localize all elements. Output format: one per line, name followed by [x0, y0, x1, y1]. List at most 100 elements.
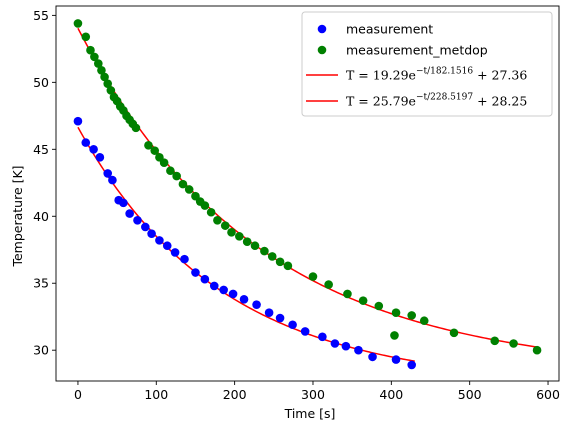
measurement-point [200, 274, 210, 284]
measurement-metdop-point [324, 280, 333, 289]
measurement-metdop-point [509, 339, 518, 348]
legend-box [301, 11, 553, 117]
x-tick-label: 100 [144, 387, 168, 402]
measurement-metdop-point [235, 232, 244, 241]
measurement-point [147, 229, 156, 238]
measurement-point [275, 313, 285, 323]
measurement-metdop-point [374, 301, 384, 311]
measurement-point [141, 222, 150, 232]
measurement-metdop-point [90, 52, 99, 62]
measurement-point [81, 138, 91, 147]
measurement-metdop-point [242, 237, 252, 247]
measurement-metdop-point [260, 246, 269, 256]
x-tick-label: 300 [301, 387, 325, 402]
measurement-point [252, 300, 261, 309]
measurement-metdop-point [390, 331, 399, 340]
measurement-metdop-point [213, 215, 222, 225]
measurement-metdop-point [449, 328, 459, 338]
measurement-point [108, 175, 117, 185]
measurement-metdop-point [172, 171, 181, 181]
measurement-metdop-point [97, 65, 106, 75]
measurement-metdop-point [220, 221, 230, 230]
axes: 0 100 200 300 400 500 600 30 35 40 45 50 55 [33, 5, 560, 402]
x-tick-label: 500 [458, 387, 482, 402]
y-tick-label: 55 [33, 8, 49, 23]
data-points [73, 19, 542, 370]
measurement-metdop-point [166, 166, 175, 176]
x-axis-label: Time [s] [284, 406, 336, 421]
y-tick-label: 50 [33, 75, 49, 90]
measurement-point [133, 215, 142, 225]
measurement-metdop-point [391, 308, 401, 318]
measurement-metdop-point [150, 146, 160, 155]
measurement-metdop-point [94, 59, 103, 68]
measurement-point [341, 341, 351, 351]
y-tick-label: 30 [33, 343, 49, 358]
measurement-point [239, 295, 249, 304]
y-tick-label: 40 [33, 209, 49, 224]
measurement-point [191, 268, 200, 277]
legend-marker [317, 24, 327, 34]
measurement-point [95, 153, 105, 162]
measurement-point [228, 289, 238, 299]
legend-label: measurement_metdop [346, 43, 488, 58]
measurement-point [288, 320, 297, 330]
measurement-metdop-point [184, 185, 194, 194]
measurement-metdop-point [532, 345, 542, 355]
x-tick-label: 400 [379, 387, 403, 402]
measurement-metdop-point [419, 316, 429, 326]
measurement-metdop-point [144, 140, 153, 150]
measurement-metdop-point [267, 252, 277, 261]
y-axis-label: Temperature [K] [10, 165, 25, 267]
measurement-metdop-point [227, 228, 236, 237]
measurement-metdop-point [103, 79, 113, 88]
x-tick-label: 0 [74, 387, 82, 402]
measurement-point [300, 327, 310, 336]
legend-label: measurement [346, 22, 433, 37]
measurement-point [391, 355, 401, 364]
measurement-point [330, 339, 340, 348]
measurement-metdop-point [308, 272, 318, 281]
measurement-metdop-point [86, 45, 95, 55]
measurement-metdop-point [178, 179, 188, 189]
measurement-metdop-point [250, 241, 260, 251]
measurement-point [162, 241, 172, 251]
measurement-metdop-point [200, 201, 210, 210]
measurement-point [180, 254, 189, 264]
measurement-point [73, 116, 83, 126]
y-tick-label: 45 [33, 142, 49, 157]
plot-frame [55, 5, 560, 382]
x-tick-label: 600 [536, 387, 560, 402]
measurement-metdop-point [206, 207, 216, 217]
legend-fit-label: T = 19.29e−t/182.1516 + 27.36 [346, 67, 527, 83]
y-tick-label: 35 [33, 276, 49, 291]
measurement-metdop-point [358, 296, 368, 305]
measurement-point [170, 248, 180, 257]
measurement-point [155, 236, 164, 245]
measurement-metdop-point [81, 32, 91, 42]
legend-marker [317, 45, 327, 55]
measurement-metdop-point [283, 261, 293, 271]
measurement-metdop-point [106, 86, 116, 95]
measurement-metdop-point [73, 19, 83, 28]
measurement-point [119, 198, 128, 208]
measurement-metdop-point [490, 336, 500, 346]
measurement-point [103, 169, 113, 178]
measurement-metdop-point [131, 123, 141, 133]
measurement-point [209, 281, 219, 291]
measurement-metdop-point [407, 311, 417, 320]
legend-fit-label: T = 25.79e−t/228.5197 + 28.25 [346, 93, 527, 109]
measurement-metdop-point [159, 158, 169, 167]
measurement-point [407, 360, 417, 370]
legend: measurement measurement_metdop T = 19.29e−… [301, 11, 553, 117]
measurement-point [368, 352, 377, 362]
measurement-metdop-point [275, 257, 285, 267]
measurement-point [354, 345, 363, 355]
measurement-metdop-point [100, 72, 109, 82]
measurement-point [318, 332, 327, 342]
measurement-metdop-point [343, 289, 352, 299]
measurement-point [219, 285, 228, 295]
x-tick-label: 200 [223, 387, 247, 402]
measurement-point [125, 209, 134, 218]
